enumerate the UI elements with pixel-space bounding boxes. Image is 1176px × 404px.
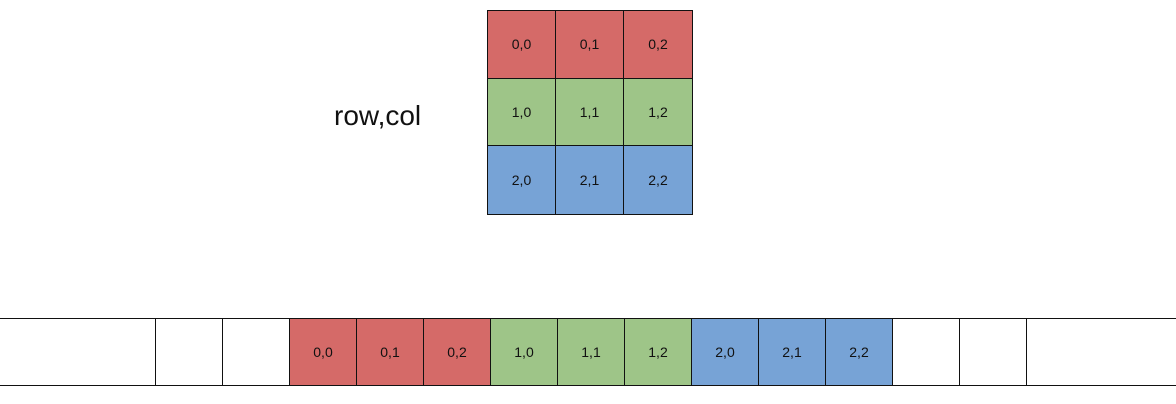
memory-slot: 1,2 bbox=[625, 318, 692, 386]
matrix-cell: 1,0 bbox=[488, 78, 556, 147]
matrix-cell: 2,1 bbox=[556, 146, 624, 214]
matrix-cell: 1,1 bbox=[556, 78, 624, 147]
memory-slot: 2,2 bbox=[826, 318, 893, 386]
matrix-cell: 0,2 bbox=[624, 11, 692, 79]
matrix-grid: 0,0 0,1 0,2 1,0 1,1 1,2 2,0 2,1 2,2 bbox=[487, 10, 693, 215]
matrix-cell: 2,0 bbox=[488, 146, 556, 214]
memory-slot: 1,1 bbox=[558, 318, 625, 386]
memory-slot: 0,0 bbox=[290, 318, 357, 386]
memory-slot-empty bbox=[893, 318, 960, 386]
row-col-label: row,col bbox=[334, 100, 422, 131]
memory-strip: 0,0 0,1 0,2 1,0 1,1 1,2 2,0 2,1 2,2 bbox=[155, 318, 1027, 386]
memory-slot: 0,1 bbox=[357, 318, 424, 386]
memory-slot-empty bbox=[960, 318, 1027, 386]
memory-slot: 2,1 bbox=[759, 318, 826, 386]
matrix-cell: 0,0 bbox=[488, 11, 556, 79]
memory-slot: 1,0 bbox=[491, 318, 558, 386]
matrix-cell: 1,2 bbox=[624, 78, 692, 147]
matrix-cell: 0,1 bbox=[556, 11, 624, 79]
memory-slot: 0,2 bbox=[424, 318, 491, 386]
memory-slot: 2,0 bbox=[692, 318, 759, 386]
memory-slot-empty bbox=[223, 318, 290, 386]
matrix-cell: 2,2 bbox=[624, 146, 692, 214]
memory-slot-empty bbox=[156, 318, 223, 386]
